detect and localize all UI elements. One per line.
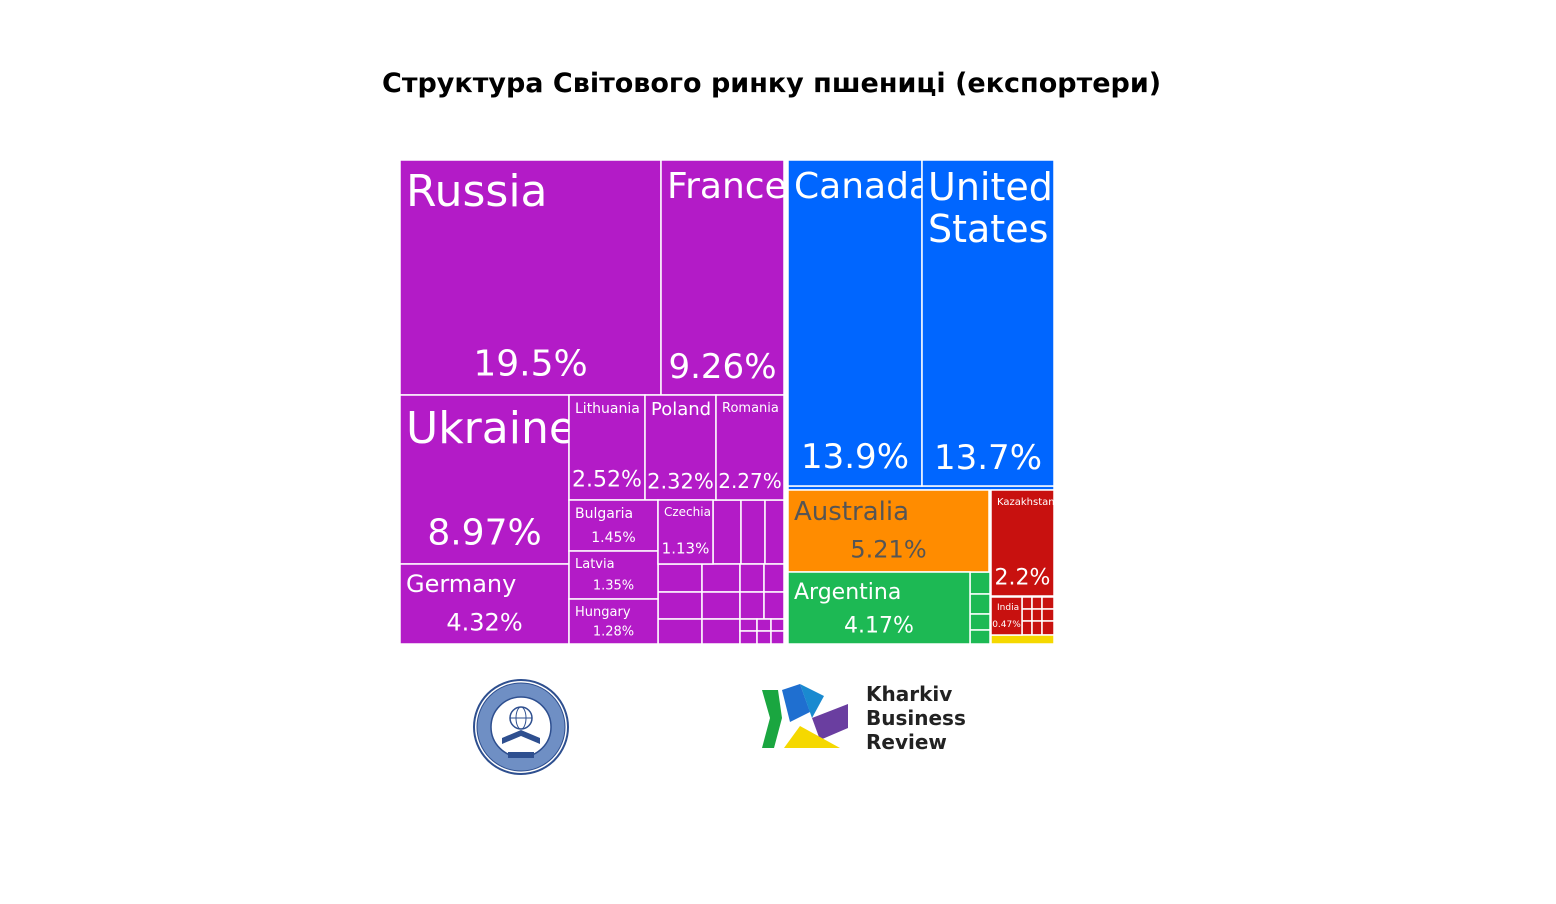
tile-romania — [715, 394, 785, 501]
tile-label-value: 2.27% — [718, 469, 782, 493]
small-tile — [657, 563, 703, 593]
small-tile — [763, 591, 785, 620]
tile-label-name: Australia — [794, 497, 909, 527]
tile-ukraine — [399, 394, 570, 565]
tile-label-name: Russia — [406, 166, 548, 217]
tile-canada — [787, 159, 923, 487]
tile-australia — [787, 489, 990, 573]
small-tile — [1041, 596, 1055, 610]
tile-label-value: 1.28% — [593, 625, 634, 640]
small-tile — [739, 591, 765, 620]
small-tile — [657, 618, 703, 645]
small-tile — [969, 629, 991, 645]
tile-label-name: Germany — [406, 570, 516, 598]
small-tile — [969, 593, 991, 615]
small-tile — [1041, 620, 1055, 636]
kbr-wordmark: Kharkiv Business Review — [866, 682, 996, 754]
tile-united-states — [921, 159, 1055, 487]
small-tile — [1021, 608, 1033, 622]
tile-label-value: 19.5% — [473, 344, 587, 385]
small-tile — [701, 591, 741, 620]
small-tile — [739, 563, 765, 593]
tile-label-name: Lithuania — [575, 401, 640, 417]
small-tile — [1021, 596, 1033, 610]
small-tile — [990, 634, 1055, 645]
tile-bulgaria — [568, 499, 659, 552]
tile-label-name: Romania — [722, 401, 779, 416]
tile-label-value: 2.2% — [995, 566, 1051, 591]
tile-label-value: 8.97% — [427, 513, 541, 554]
tile-label-name: India — [997, 603, 1019, 613]
tile-label-name: Bulgaria — [575, 506, 633, 522]
tile-label-name: Poland — [651, 399, 711, 420]
tile-label-name: United — [928, 165, 1053, 209]
tile-label-name: France — [667, 166, 787, 207]
tile-label-value: 13.9% — [801, 437, 909, 477]
small-tile — [969, 613, 991, 631]
university-seal-icon — [473, 679, 569, 775]
kbr-wordmark-line: Kharkiv — [866, 682, 953, 706]
tile-label-value: 2.52% — [572, 468, 642, 493]
kbr-wordmark-line: Review — [866, 730, 947, 754]
small-tile — [770, 618, 785, 632]
tile-label-value: 4.17% — [844, 614, 914, 639]
tile-label-value: 4.32% — [446, 608, 522, 636]
tile-label-name: Ukraine — [406, 403, 576, 454]
tile-label-value: 2.32% — [647, 469, 714, 493]
tile-kazakhstan — [990, 489, 1055, 597]
small-tile — [740, 499, 766, 565]
tile-label-value: 0.47% — [992, 620, 1021, 630]
small-tile — [739, 630, 758, 645]
small-tile — [969, 571, 991, 595]
tile-label-value: 1.45% — [591, 530, 635, 546]
kbr-logo-icon — [762, 684, 848, 748]
tile-czechia — [657, 499, 714, 565]
small-tile — [1021, 620, 1033, 636]
chart-title: Структура Світового ринку пшениці (експо… — [382, 68, 1162, 99]
small-tile — [1031, 596, 1043, 610]
small-tile — [701, 618, 741, 645]
tile-india — [990, 596, 1023, 636]
tile-label-name: Argentina — [794, 580, 901, 605]
tile-hungary — [568, 598, 659, 645]
small-tile — [1031, 620, 1043, 636]
tile-label-value: 13.7% — [934, 438, 1042, 478]
small-tile — [770, 630, 785, 645]
small-tile — [764, 499, 785, 565]
tile-poland — [644, 394, 717, 501]
tile-latvia — [568, 550, 659, 600]
tile-argentina — [787, 571, 971, 645]
tile-label-value: 9.26% — [668, 347, 776, 387]
small-tile — [756, 618, 772, 632]
small-tile — [763, 563, 785, 593]
small-tile — [1041, 608, 1055, 622]
tile-label-name: States — [928, 207, 1048, 251]
tile-label-value: 1.13% — [662, 539, 710, 557]
small-tile — [739, 618, 758, 632]
tile-label-name: Canada — [794, 166, 931, 207]
small-tile — [1031, 608, 1043, 622]
tile-lithuania — [568, 394, 646, 501]
small-tile — [657, 591, 703, 620]
small-tile — [712, 499, 742, 565]
tile-germany — [399, 563, 570, 645]
tile-label-value: 5.21% — [850, 535, 926, 563]
kbr-wordmark-line: Business — [866, 706, 966, 730]
tile-label-value: 1.35% — [593, 579, 634, 594]
small-tile — [701, 563, 741, 593]
tile-label-name: Czechia — [664, 505, 711, 519]
tile-label-name: Hungary — [575, 605, 631, 620]
tile-label-name: Kazakhstan — [997, 497, 1055, 508]
small-tile — [756, 630, 772, 645]
tile-label-name: Latvia — [575, 557, 615, 572]
